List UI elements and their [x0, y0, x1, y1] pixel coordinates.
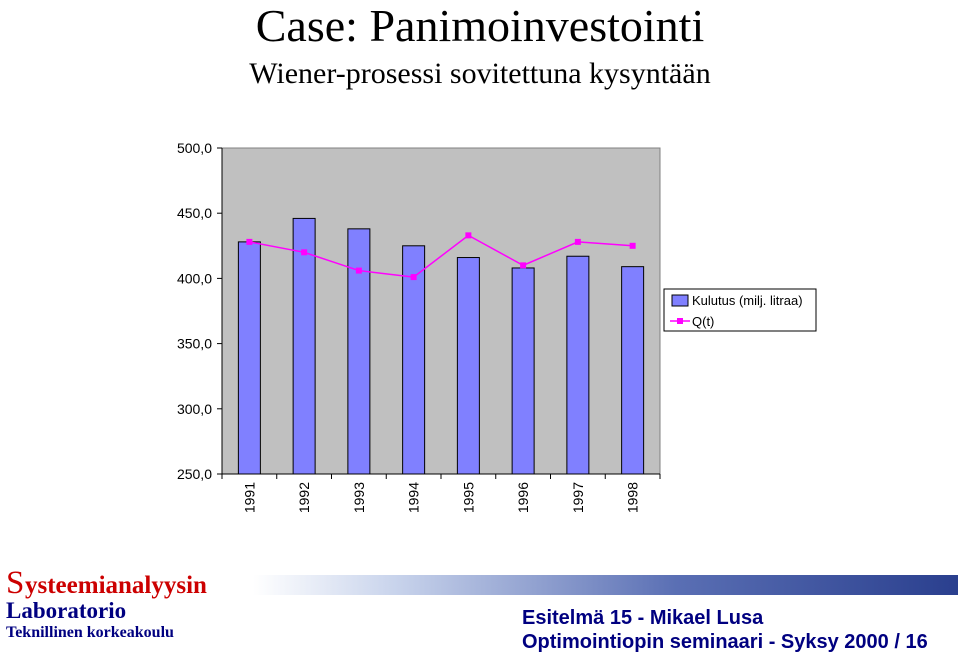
- line-point: [574, 238, 581, 245]
- x-tick-label: 1997: [570, 482, 586, 513]
- slide-title: Case: Panimoinvestointi: [255, 0, 705, 51]
- footer-presentation: Esitelmä 15 - Mikael Lusa: [522, 607, 764, 629]
- x-tick-label: 1998: [625, 482, 641, 513]
- slide-subtitle: Wiener-prosessi sovitettuna kysyntään: [249, 57, 711, 90]
- y-tick-label: 250,0: [177, 466, 212, 482]
- y-tick-label: 450,0: [177, 205, 212, 221]
- legend-box: [663, 288, 817, 332]
- x-tick-label: 1996: [515, 482, 531, 513]
- line-point: [629, 242, 636, 249]
- bar: [292, 217, 316, 475]
- x-tick-label: 1995: [460, 482, 476, 513]
- legend-swatch-bar: [671, 294, 689, 307]
- bar: [621, 266, 645, 475]
- logo-text: ysteemianalyysin: [25, 572, 207, 599]
- line-point: [520, 262, 527, 269]
- bar: [566, 255, 590, 475]
- y-tick-label: 500,0: [177, 140, 212, 156]
- logo-initial: S: [6, 565, 25, 601]
- legend: Kulutus (milj. litraa) Q(t): [663, 288, 817, 332]
- footer-lab: Laboratorio: [6, 598, 127, 623]
- line-point: [465, 232, 472, 239]
- chart: 500,0 450,0 400,0 350,0 300,0 250,0 1991 1992 19…: [177, 140, 817, 513]
- line-point: [246, 238, 253, 245]
- legend-label: Kulutus (milj. litraa): [692, 293, 803, 308]
- bar: [347, 228, 371, 475]
- bar: [237, 241, 261, 475]
- bar: [456, 257, 480, 475]
- footer-seminar: Optimointiopin seminaari - Syksy 2000 / …: [522, 631, 928, 653]
- x-tick-label: 1992: [296, 482, 312, 513]
- footer-school: Teknillinen korkeakoulu: [6, 624, 174, 641]
- y-tick-label: 350,0: [177, 336, 212, 352]
- y-tick-label: 400,0: [177, 270, 212, 286]
- x-tick-label: 1993: [351, 482, 367, 513]
- line-point: [355, 267, 362, 274]
- line-point: [410, 274, 417, 281]
- legend-swatch-marker: [677, 318, 683, 324]
- y-tick-label: 300,0: [177, 401, 212, 417]
- bar: [402, 245, 426, 475]
- x-tick-label: 1991: [241, 482, 257, 513]
- plot-area: [221, 147, 661, 475]
- legend-label: Q(t): [692, 314, 714, 329]
- line-point: [301, 249, 308, 256]
- bar: [511, 267, 535, 475]
- series-line-q: [249, 234, 633, 278]
- x-tick-label: 1994: [406, 482, 422, 513]
- footer-gradient-bar: [253, 575, 958, 595]
